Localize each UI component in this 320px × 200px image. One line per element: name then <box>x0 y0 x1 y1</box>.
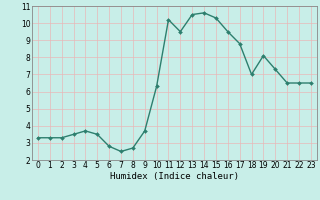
X-axis label: Humidex (Indice chaleur): Humidex (Indice chaleur) <box>110 172 239 181</box>
